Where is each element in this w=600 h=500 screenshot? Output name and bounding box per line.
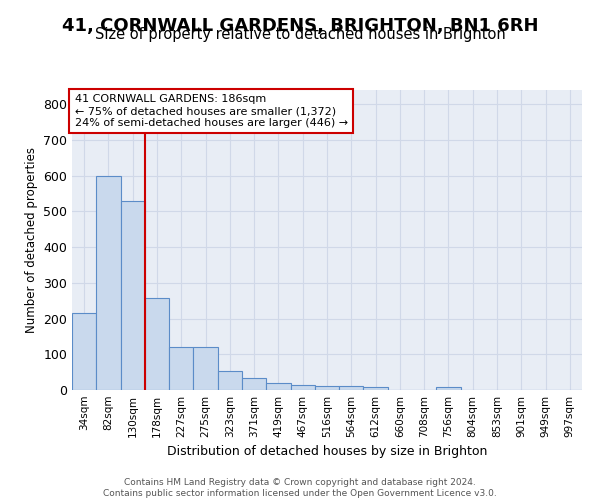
Bar <box>266 383 290 390</box>
Y-axis label: Number of detached properties: Number of detached properties <box>25 147 38 333</box>
Bar <box>169 347 193 390</box>
Bar <box>364 387 388 390</box>
Bar <box>290 384 315 390</box>
Text: 41, CORNWALL GARDENS, BRIGHTON, BN1 6RH: 41, CORNWALL GARDENS, BRIGHTON, BN1 6RH <box>62 18 538 36</box>
X-axis label: Distribution of detached houses by size in Brighton: Distribution of detached houses by size … <box>167 446 487 458</box>
Bar <box>339 386 364 390</box>
Bar <box>193 347 218 390</box>
Bar <box>315 386 339 390</box>
Bar <box>218 372 242 390</box>
Bar <box>436 387 461 390</box>
Bar <box>121 200 145 390</box>
Text: 41 CORNWALL GARDENS: 186sqm
← 75% of detached houses are smaller (1,372)
24% of : 41 CORNWALL GARDENS: 186sqm ← 75% of det… <box>74 94 347 128</box>
Bar <box>96 176 121 390</box>
Text: Contains HM Land Registry data © Crown copyright and database right 2024.
Contai: Contains HM Land Registry data © Crown c… <box>103 478 497 498</box>
Text: Size of property relative to detached houses in Brighton: Size of property relative to detached ho… <box>95 28 505 42</box>
Bar <box>72 313 96 390</box>
Bar <box>242 378 266 390</box>
Bar <box>145 298 169 390</box>
